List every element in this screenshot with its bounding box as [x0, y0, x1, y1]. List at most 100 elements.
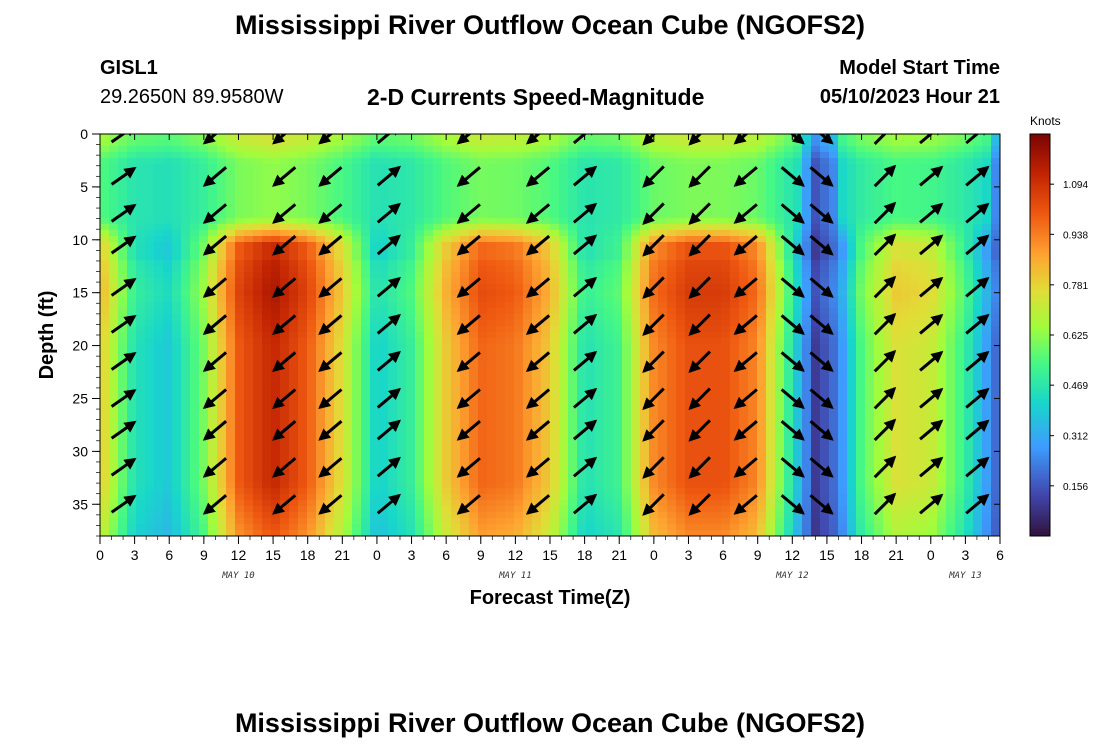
heatmap-cell — [523, 356, 533, 363]
heatmap-cell — [289, 320, 299, 327]
heatmap-cell — [496, 326, 506, 333]
heatmap-cell — [496, 380, 506, 387]
heatmap-cell — [757, 164, 767, 171]
heatmap-cell — [766, 254, 776, 261]
heatmap-cell — [253, 344, 263, 351]
heatmap-cell — [514, 176, 524, 183]
main-title: Mississippi River Outflow Ocean Cube (NG… — [234, 10, 866, 40]
heatmap-cell — [451, 410, 461, 417]
heatmap-cell — [343, 512, 353, 519]
heatmap-cell — [766, 230, 776, 237]
heatmap-cell — [298, 326, 308, 333]
heatmap-cell — [658, 230, 668, 237]
heatmap-cell — [190, 356, 200, 363]
heatmap-cell — [721, 338, 731, 345]
heatmap-cell — [163, 320, 173, 327]
heatmap-cell — [550, 392, 560, 399]
heatmap-cell — [289, 410, 299, 417]
heatmap-cell — [766, 176, 776, 183]
heatmap-cell — [370, 164, 380, 171]
heatmap-cell — [199, 440, 209, 447]
heatmap-cell — [145, 326, 155, 333]
heatmap-cell — [523, 518, 533, 525]
heatmap-cell — [541, 296, 551, 303]
heatmap-cell — [739, 512, 749, 519]
heatmap-cell — [712, 140, 722, 147]
heatmap-cell — [667, 368, 677, 375]
heatmap-cell — [478, 506, 488, 513]
heatmap-cell — [514, 386, 524, 393]
heatmap-cell — [595, 248, 605, 255]
heatmap-cell — [514, 158, 524, 165]
heatmap-cell — [244, 434, 254, 441]
heatmap-cell — [316, 236, 326, 243]
heatmap-cell — [388, 470, 398, 477]
heatmap-cell — [334, 482, 344, 489]
heatmap-cell — [631, 512, 641, 519]
heatmap-cell — [298, 488, 308, 495]
heatmap-cell — [388, 368, 398, 375]
heatmap-cell — [712, 260, 722, 267]
heatmap-cell — [694, 164, 704, 171]
heatmap-cell — [217, 428, 227, 435]
heatmap-cell — [433, 260, 443, 267]
heatmap-cell — [415, 440, 425, 447]
heatmap-cell — [406, 266, 416, 273]
heatmap-cell — [172, 416, 182, 423]
heatmap-cell — [559, 224, 569, 231]
heatmap-cell — [325, 314, 335, 321]
heatmap-cell — [136, 308, 146, 315]
heatmap-cell — [496, 416, 506, 423]
heatmap-cell — [316, 206, 326, 213]
heatmap-cell — [334, 488, 344, 495]
heatmap-cell — [100, 296, 110, 303]
heatmap-cell — [217, 212, 227, 219]
heatmap-cell — [172, 134, 182, 141]
heatmap-cell — [685, 194, 695, 201]
heatmap-cell — [550, 230, 560, 237]
heatmap-cell — [559, 248, 569, 255]
heatmap-cell — [163, 350, 173, 357]
heatmap-cell — [487, 500, 497, 507]
heatmap-cell — [586, 506, 596, 513]
heatmap-cell — [703, 440, 713, 447]
heatmap-cell — [703, 362, 713, 369]
heatmap-cell — [415, 470, 425, 477]
heatmap-cell — [568, 374, 578, 381]
heatmap-cell — [514, 530, 524, 536]
heatmap-cell — [604, 368, 614, 375]
heatmap-cell — [676, 392, 686, 399]
heatmap-cell — [244, 422, 254, 429]
heatmap-cell — [451, 428, 461, 435]
heatmap-cell — [271, 236, 281, 243]
heatmap-cell — [595, 212, 605, 219]
heatmap-cell — [739, 488, 749, 495]
heatmap-cell — [352, 272, 362, 279]
heatmap-cell — [136, 530, 146, 536]
heatmap-cell — [343, 182, 353, 189]
heatmap-cell — [298, 416, 308, 423]
heatmap-cell — [604, 224, 614, 231]
heatmap-cell — [712, 440, 722, 447]
heatmap-cell — [289, 158, 299, 165]
heatmap-cell — [298, 212, 308, 219]
heatmap-cell — [190, 266, 200, 273]
heatmap-cell — [262, 464, 272, 471]
heatmap-cell — [271, 164, 281, 171]
heatmap-cell — [649, 266, 659, 273]
heatmap-cell — [631, 176, 641, 183]
heatmap-cell — [730, 458, 740, 465]
heatmap-cell — [172, 206, 182, 213]
heatmap-cell — [361, 188, 371, 195]
heatmap-cell — [568, 410, 578, 417]
heatmap-cell — [442, 218, 452, 225]
heatmap-cell — [703, 428, 713, 435]
heatmap-cell — [109, 206, 119, 213]
heatmap-cell — [676, 350, 686, 357]
heatmap-cell — [226, 236, 236, 243]
heatmap-cell — [388, 248, 398, 255]
heatmap-cell — [712, 464, 722, 471]
heatmap-cell — [613, 254, 623, 261]
heatmap-cell — [568, 320, 578, 327]
heatmap-cell — [361, 344, 371, 351]
